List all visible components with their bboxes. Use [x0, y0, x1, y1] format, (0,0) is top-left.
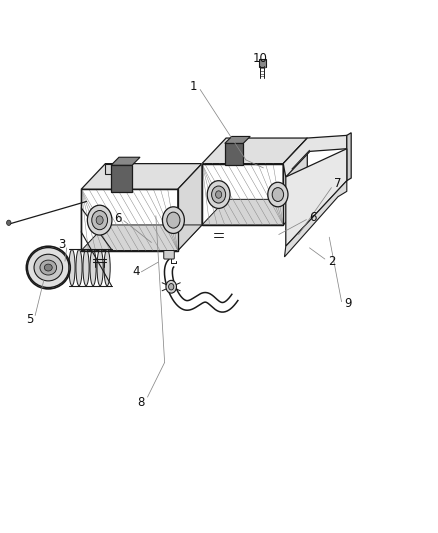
- Circle shape: [272, 188, 283, 201]
- Text: 2: 2: [327, 255, 335, 268]
- Polygon shape: [285, 149, 346, 246]
- Polygon shape: [283, 135, 346, 177]
- Ellipse shape: [90, 249, 96, 286]
- Text: 6: 6: [113, 212, 121, 225]
- Polygon shape: [201, 199, 307, 225]
- Text: 8: 8: [137, 396, 144, 409]
- Ellipse shape: [83, 249, 89, 286]
- Circle shape: [211, 186, 225, 203]
- Circle shape: [92, 211, 107, 230]
- Circle shape: [215, 191, 221, 198]
- Circle shape: [166, 280, 176, 293]
- FancyBboxPatch shape: [224, 143, 243, 165]
- Ellipse shape: [40, 260, 57, 275]
- Circle shape: [207, 181, 230, 208]
- Polygon shape: [346, 133, 350, 181]
- Polygon shape: [105, 164, 112, 174]
- Text: 4: 4: [132, 265, 140, 278]
- FancyBboxPatch shape: [258, 59, 265, 67]
- Circle shape: [168, 284, 173, 290]
- Text: 6: 6: [308, 211, 316, 224]
- FancyBboxPatch shape: [81, 189, 177, 251]
- Polygon shape: [111, 157, 140, 165]
- Ellipse shape: [27, 247, 69, 288]
- Circle shape: [7, 220, 11, 225]
- Polygon shape: [177, 164, 201, 251]
- FancyBboxPatch shape: [163, 251, 174, 259]
- Circle shape: [267, 182, 287, 207]
- Polygon shape: [283, 138, 307, 225]
- Polygon shape: [201, 138, 307, 164]
- Polygon shape: [284, 181, 346, 257]
- Ellipse shape: [69, 249, 75, 286]
- Circle shape: [96, 216, 103, 224]
- Circle shape: [166, 212, 180, 228]
- Circle shape: [87, 205, 112, 235]
- Text: 10: 10: [252, 52, 267, 65]
- Ellipse shape: [76, 249, 82, 286]
- Circle shape: [162, 207, 184, 233]
- Ellipse shape: [97, 249, 103, 286]
- FancyBboxPatch shape: [201, 164, 283, 225]
- Polygon shape: [81, 225, 201, 251]
- Ellipse shape: [104, 249, 110, 286]
- FancyBboxPatch shape: [111, 165, 132, 192]
- Text: 3: 3: [59, 238, 66, 251]
- Text: 1: 1: [189, 80, 197, 93]
- Text: 9: 9: [343, 297, 351, 310]
- Text: 5: 5: [26, 313, 33, 326]
- Polygon shape: [81, 164, 201, 189]
- Ellipse shape: [44, 264, 52, 271]
- Polygon shape: [224, 136, 250, 143]
- Ellipse shape: [34, 254, 63, 281]
- Text: 7: 7: [333, 177, 341, 190]
